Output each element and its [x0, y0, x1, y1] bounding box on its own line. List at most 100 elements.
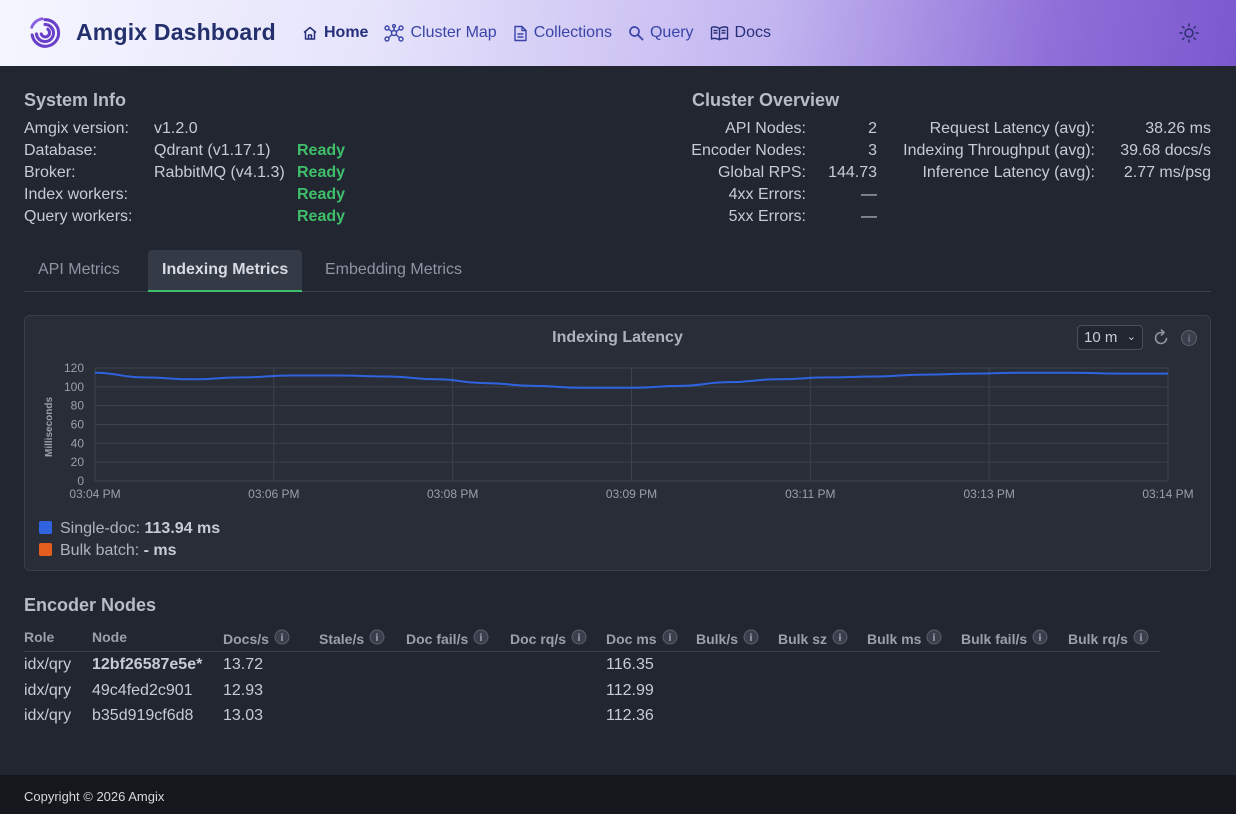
sysinfo-value: v1.2.0: [154, 120, 198, 137]
tab-embedding-metrics[interactable]: Embedding Metrics: [325, 261, 462, 278]
svg-text:i: i: [577, 633, 580, 644]
nav-cluster-map[interactable]: Cluster Map: [384, 24, 497, 42]
column-header[interactable]: Role: [24, 629, 54, 645]
series-line-single-doc[interactable]: [94, 371, 1168, 389]
cluster-label: Indexing Throughput (avg):: [903, 142, 1095, 159]
refresh-icon[interactable]: [1152, 329, 1170, 347]
nav-docs-label: Docs: [734, 24, 771, 41]
svg-text:i: i: [1188, 334, 1191, 345]
column-header[interactable]: Bulk ms i: [867, 629, 942, 648]
svg-text:i: i: [1139, 633, 1142, 644]
column-header[interactable]: Doc rq/s i: [510, 629, 587, 648]
cell-node: 49c4fed2c901: [92, 682, 193, 699]
column-header[interactable]: Doc fail/s i: [406, 629, 489, 648]
legend-name: Single-doc:: [60, 520, 141, 537]
cell-role: idx/qry: [24, 656, 72, 673]
column-header[interactable]: Bulk fail/s i: [961, 629, 1048, 648]
legend-swatch: [39, 521, 52, 534]
copyright-text: Copyright © 2026 Amgix: [24, 789, 165, 804]
nav-cluster-map-label: Cluster Map: [410, 24, 497, 41]
legend-value: 113.94 ms: [144, 520, 221, 537]
svg-text:i: i: [838, 633, 841, 644]
sun-icon[interactable]: [1178, 22, 1200, 44]
tab-api-metrics[interactable]: API Metrics: [38, 261, 120, 278]
nav-collections[interactable]: Collections: [513, 24, 612, 42]
time-range-select[interactable]: 10 m ⌄: [1077, 325, 1143, 350]
page-footer: Copyright © 2026 Amgix: [0, 775, 1236, 814]
info-icon[interactable]: i: [274, 629, 290, 648]
column-label: Doc rq/s: [510, 630, 567, 647]
column-header[interactable]: Bulk rq/s i: [1068, 629, 1149, 648]
column-header[interactable]: Stale/s i: [319, 629, 385, 648]
x-tick-label: 03:08 PM: [427, 487, 478, 501]
cell-node: 12bf26587e5e*: [92, 656, 203, 673]
info-icon[interactable]: i: [743, 629, 759, 648]
top-header: Amgix Dashboard Home Cluster Map Collect…: [0, 0, 1236, 66]
x-tick-label: 03:06 PM: [248, 487, 299, 501]
nav-home[interactable]: Home: [302, 24, 368, 42]
sysinfo-label: Broker:: [24, 164, 76, 181]
status-badge: Ready: [297, 164, 346, 181]
svg-text:i: i: [480, 633, 483, 644]
brand-title[interactable]: Amgix Dashboard: [76, 19, 276, 45]
info-icon[interactable]: i: [832, 629, 848, 648]
amgix-logo-icon[interactable]: [26, 14, 64, 52]
cell-docs-s: 13.03: [223, 707, 264, 724]
legend-single-doc[interactable]: Single-doc: 113.94 ms: [39, 520, 220, 538]
info-icon[interactable]: i: [662, 629, 678, 648]
main-nav: Home Cluster Map Collections Query Docs: [302, 24, 787, 42]
tab-indexing-metrics[interactable]: Indexing Metrics: [148, 250, 303, 292]
info-icon[interactable]: i: [473, 629, 489, 648]
table-header: Role Node Docs/s i Stale/s i Doc fail/s i D…: [24, 626, 1160, 652]
y-tick-label: 60: [71, 418, 85, 432]
sysinfo-label: Query workers:: [24, 208, 133, 225]
info-icon[interactable]: i: [571, 629, 587, 648]
info-icon[interactable]: i: [1180, 329, 1198, 347]
metrics-tabs: API Metrics Indexing Metrics Embedding M…: [24, 250, 1211, 292]
x-tick-label: 03:14 PM: [1142, 487, 1193, 501]
svg-text:i: i: [668, 633, 671, 644]
cluster-value: —: [861, 208, 877, 225]
info-icon[interactable]: i: [926, 629, 942, 648]
column-header[interactable]: Bulk/s i: [696, 629, 759, 648]
encoder-nodes-title: Encoder Nodes: [24, 595, 157, 615]
time-range-value: 10 m: [1084, 329, 1118, 346]
indexing-latency-panel: Indexing Latency 10 m ⌄ i Milliseconds 0…: [24, 315, 1211, 571]
y-tick-label: 80: [71, 399, 85, 413]
x-tick-label: 03:09 PM: [606, 487, 657, 501]
column-header[interactable]: Doc ms i: [606, 629, 678, 648]
info-icon[interactable]: i: [1133, 629, 1149, 648]
cluster-label: Encoder Nodes:: [691, 142, 806, 159]
cluster-value: 144.73: [828, 164, 877, 181]
cell-role: idx/qry: [24, 682, 72, 699]
column-label: Bulk/s: [696, 630, 739, 647]
svg-text:i: i: [280, 633, 283, 644]
column-label: Doc ms: [606, 630, 657, 647]
cluster-label: Request Latency (avg):: [929, 120, 1095, 137]
nav-query[interactable]: Query: [628, 24, 694, 42]
column-header[interactable]: Docs/s i: [223, 629, 290, 648]
cell-docs-s: 12.93: [223, 682, 264, 699]
chevron-down-icon: ⌄: [1126, 331, 1136, 343]
cluster-value: 3: [868, 142, 877, 159]
book-icon: [710, 26, 728, 41]
nav-home-label: Home: [324, 24, 369, 41]
legend-value: - ms: [143, 542, 177, 559]
column-label: Node: [92, 629, 127, 645]
legend-bulk-batch[interactable]: Bulk batch: - ms: [39, 542, 177, 560]
info-icon[interactable]: i: [1032, 629, 1048, 648]
column-label: Bulk sz: [778, 630, 828, 647]
column-header[interactable]: Node: [92, 629, 127, 645]
cluster-map-icon: [384, 24, 405, 42]
chart-title: Indexing Latency: [552, 329, 683, 346]
y-tick-label: 20: [71, 455, 85, 469]
svg-text:i: i: [749, 633, 752, 644]
info-icon[interactable]: i: [369, 629, 385, 648]
column-header[interactable]: Bulk sz i: [778, 629, 848, 648]
nav-docs[interactable]: Docs: [710, 24, 771, 42]
cluster-value: 2: [868, 120, 877, 137]
svg-text:i: i: [375, 633, 378, 644]
cluster-value: —: [861, 186, 877, 203]
nav-query-label: Query: [649, 24, 694, 41]
column-label: Bulk ms: [867, 630, 922, 647]
